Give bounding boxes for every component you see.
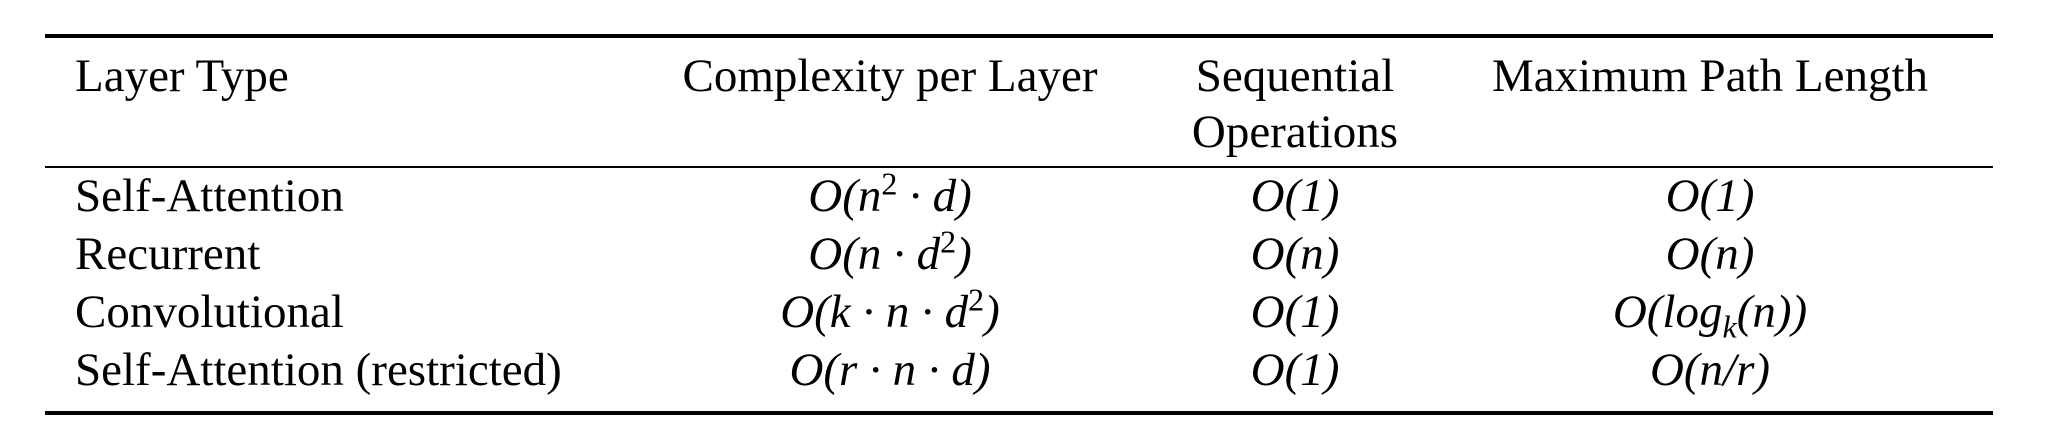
row-4-sequential: O(1): [1250, 344, 1340, 396]
row-3-complexity: O(k · n · d2): [780, 281, 1000, 338]
row-3-path-length: O(logk(n)): [1612, 286, 1808, 345]
row-2-path-length: O(n): [1665, 228, 1755, 280]
row-4-complexity: O(r · n · d): [789, 344, 991, 396]
row-1-layer-type: Self-Attention: [75, 170, 344, 222]
table-top-rule: [45, 34, 1993, 38]
row-2-sequential: O(n): [1250, 228, 1340, 280]
row-1-path-length: O(1): [1665, 170, 1755, 222]
header-layer-type: Layer Type: [75, 50, 289, 102]
row-3-sequential: O(1): [1250, 286, 1340, 338]
table-header-rule: [45, 166, 1993, 168]
row-1-sequential: O(1): [1250, 170, 1340, 222]
header-sequential-line1: Sequential: [1195, 50, 1395, 102]
table-bottom-rule: [45, 411, 1993, 415]
header-sequential-line2: Operations: [1191, 106, 1399, 158]
row-3-layer-type: Convolutional: [75, 286, 344, 338]
header-maximum-path-length: Maximum Path Length: [1491, 50, 1928, 102]
row-1-complexity: O(n2 · d): [808, 165, 972, 222]
header-sequential-operations: Sequential Operations: [1160, 48, 1430, 160]
row-2-complexity: O(n · d2): [808, 223, 972, 280]
header-complexity-per-layer: Complexity per Layer: [682, 50, 1098, 102]
row-4-path-length: O(n/r): [1649, 344, 1771, 396]
row-2-layer-type: Recurrent: [75, 228, 261, 280]
row-4-layer-type: Self-Attention (restricted): [75, 344, 562, 396]
